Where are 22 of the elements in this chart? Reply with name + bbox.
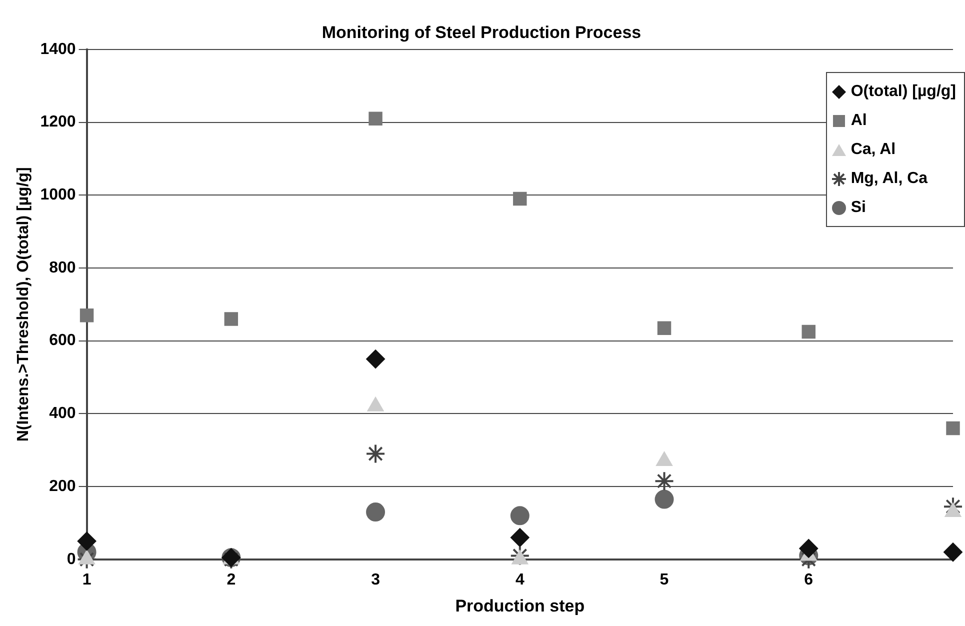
chart-title: Monitoring of Steel Production Process bbox=[322, 22, 642, 42]
y-tick-label: 0 bbox=[66, 550, 76, 568]
legend-label: Al bbox=[850, 112, 867, 130]
x-tick-label: 2 bbox=[226, 571, 236, 588]
y-tick-label: 1200 bbox=[40, 114, 76, 131]
legend-label: Ca, Al bbox=[850, 140, 896, 158]
y-axis-title: N(Intens.>Threshold), O(total) [µg/g] bbox=[15, 167, 32, 442]
y-tick-label: 400 bbox=[49, 405, 76, 422]
y-tick-label: 600 bbox=[49, 332, 76, 350]
x-tick-label: 6 bbox=[804, 571, 814, 588]
x-tick-label: 4 bbox=[515, 571, 524, 588]
x-tick-label: 1 bbox=[82, 571, 92, 588]
y-tick-label: 1000 bbox=[40, 186, 76, 204]
legend-label: Mg, Al, Ca bbox=[850, 170, 928, 188]
legend-label: O(total) [µg/g] bbox=[850, 82, 956, 100]
y-tick-label: 200 bbox=[49, 478, 76, 495]
legend-label: Si bbox=[850, 198, 866, 216]
x-axis-title: Production step bbox=[455, 596, 585, 616]
x-tick-label: 3 bbox=[371, 571, 380, 588]
y-tick-label: 1400 bbox=[40, 40, 76, 58]
x-tick-label: 5 bbox=[660, 571, 669, 588]
y-tick-label: 800 bbox=[49, 259, 76, 276]
